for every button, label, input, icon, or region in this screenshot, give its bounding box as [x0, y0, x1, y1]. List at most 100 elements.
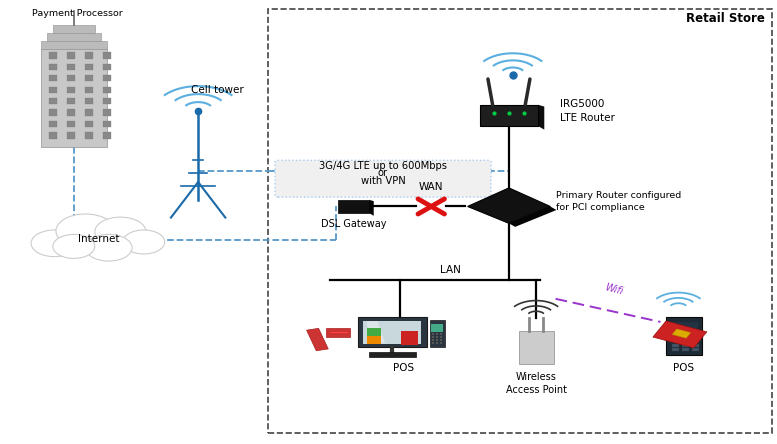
Bar — [440, 342, 442, 344]
FancyBboxPatch shape — [275, 160, 491, 197]
Bar — [672, 336, 679, 338]
Text: with VPN: with VPN — [361, 176, 406, 186]
Bar — [480, 105, 538, 126]
Text: Payment Processor: Payment Processor — [33, 9, 123, 18]
Bar — [53, 25, 95, 33]
Bar — [440, 339, 442, 341]
Bar — [670, 322, 698, 332]
Circle shape — [56, 214, 115, 248]
Bar — [432, 339, 434, 341]
Bar — [85, 132, 92, 139]
Bar — [40, 41, 107, 49]
Bar — [103, 75, 111, 82]
Text: IRG5000
LTE Router: IRG5000 LTE Router — [560, 99, 615, 123]
Bar — [49, 98, 57, 104]
Bar — [47, 33, 101, 41]
Bar — [67, 75, 75, 82]
Bar — [49, 52, 57, 59]
Polygon shape — [538, 105, 544, 130]
Text: Retail Store: Retail Store — [686, 12, 765, 25]
Bar — [692, 348, 699, 351]
Bar — [682, 336, 688, 338]
Bar — [672, 348, 679, 351]
Text: Wifi: Wifi — [604, 282, 624, 297]
Polygon shape — [509, 206, 556, 227]
Bar — [431, 324, 443, 332]
Polygon shape — [367, 321, 385, 344]
Bar — [49, 121, 57, 127]
Bar — [436, 342, 438, 344]
Bar — [85, 52, 92, 59]
Bar — [672, 329, 691, 338]
Polygon shape — [468, 188, 550, 223]
Text: Wireless
Access Point: Wireless Access Point — [506, 372, 566, 395]
Bar — [440, 336, 442, 338]
Circle shape — [123, 230, 165, 254]
Bar — [67, 121, 75, 127]
Circle shape — [95, 217, 146, 246]
Bar — [103, 87, 111, 93]
Bar — [682, 344, 688, 346]
Bar — [692, 340, 699, 342]
Text: DSL Gateway: DSL Gateway — [321, 219, 386, 229]
Bar — [364, 321, 421, 344]
Circle shape — [53, 234, 95, 258]
Text: Primary Router configured
for PCI compliance: Primary Router configured for PCI compli… — [556, 191, 681, 211]
Bar — [49, 75, 57, 82]
Bar — [67, 87, 75, 93]
Bar — [67, 52, 75, 59]
Bar — [85, 87, 92, 93]
Circle shape — [31, 230, 78, 257]
Bar — [49, 87, 57, 93]
Bar — [268, 9, 772, 433]
Bar — [653, 321, 707, 348]
Bar — [67, 98, 75, 104]
Bar — [67, 110, 75, 116]
Bar — [436, 333, 438, 335]
Bar — [338, 200, 369, 213]
Bar — [369, 352, 416, 357]
Bar — [103, 98, 111, 104]
Text: LAN: LAN — [441, 265, 461, 275]
Text: or: or — [378, 168, 388, 178]
Bar — [49, 63, 57, 70]
Circle shape — [85, 234, 132, 261]
Bar — [666, 317, 702, 355]
Bar — [682, 348, 688, 351]
Bar — [692, 344, 699, 346]
Bar — [85, 98, 92, 104]
Bar — [85, 63, 92, 70]
Bar — [103, 121, 111, 127]
Bar — [672, 340, 679, 342]
Bar — [368, 336, 382, 344]
Bar — [368, 328, 382, 337]
Bar — [436, 339, 438, 341]
Text: WAN: WAN — [419, 182, 444, 192]
Bar — [49, 110, 57, 116]
Bar — [67, 63, 75, 70]
Text: POS: POS — [393, 363, 415, 373]
Text: Internet: Internet — [78, 234, 120, 244]
Bar — [326, 328, 350, 337]
Bar — [49, 132, 57, 139]
Bar — [436, 336, 438, 338]
Text: 3G/4G LTE up to 600Mbps: 3G/4G LTE up to 600Mbps — [319, 161, 447, 170]
Bar — [103, 63, 111, 70]
Bar — [85, 121, 92, 127]
Bar — [103, 132, 111, 139]
Bar — [519, 331, 553, 364]
Bar — [682, 340, 688, 342]
Text: POS: POS — [673, 363, 695, 373]
Bar — [103, 110, 111, 116]
Polygon shape — [369, 200, 374, 216]
Bar — [692, 336, 699, 338]
Bar — [307, 328, 328, 351]
Bar — [85, 110, 92, 116]
Bar — [401, 332, 418, 345]
Bar — [440, 333, 442, 335]
Bar — [672, 344, 679, 346]
Text: Cell tower: Cell tower — [191, 85, 244, 95]
Bar — [432, 342, 434, 344]
Bar — [432, 333, 434, 335]
Bar — [67, 132, 75, 139]
